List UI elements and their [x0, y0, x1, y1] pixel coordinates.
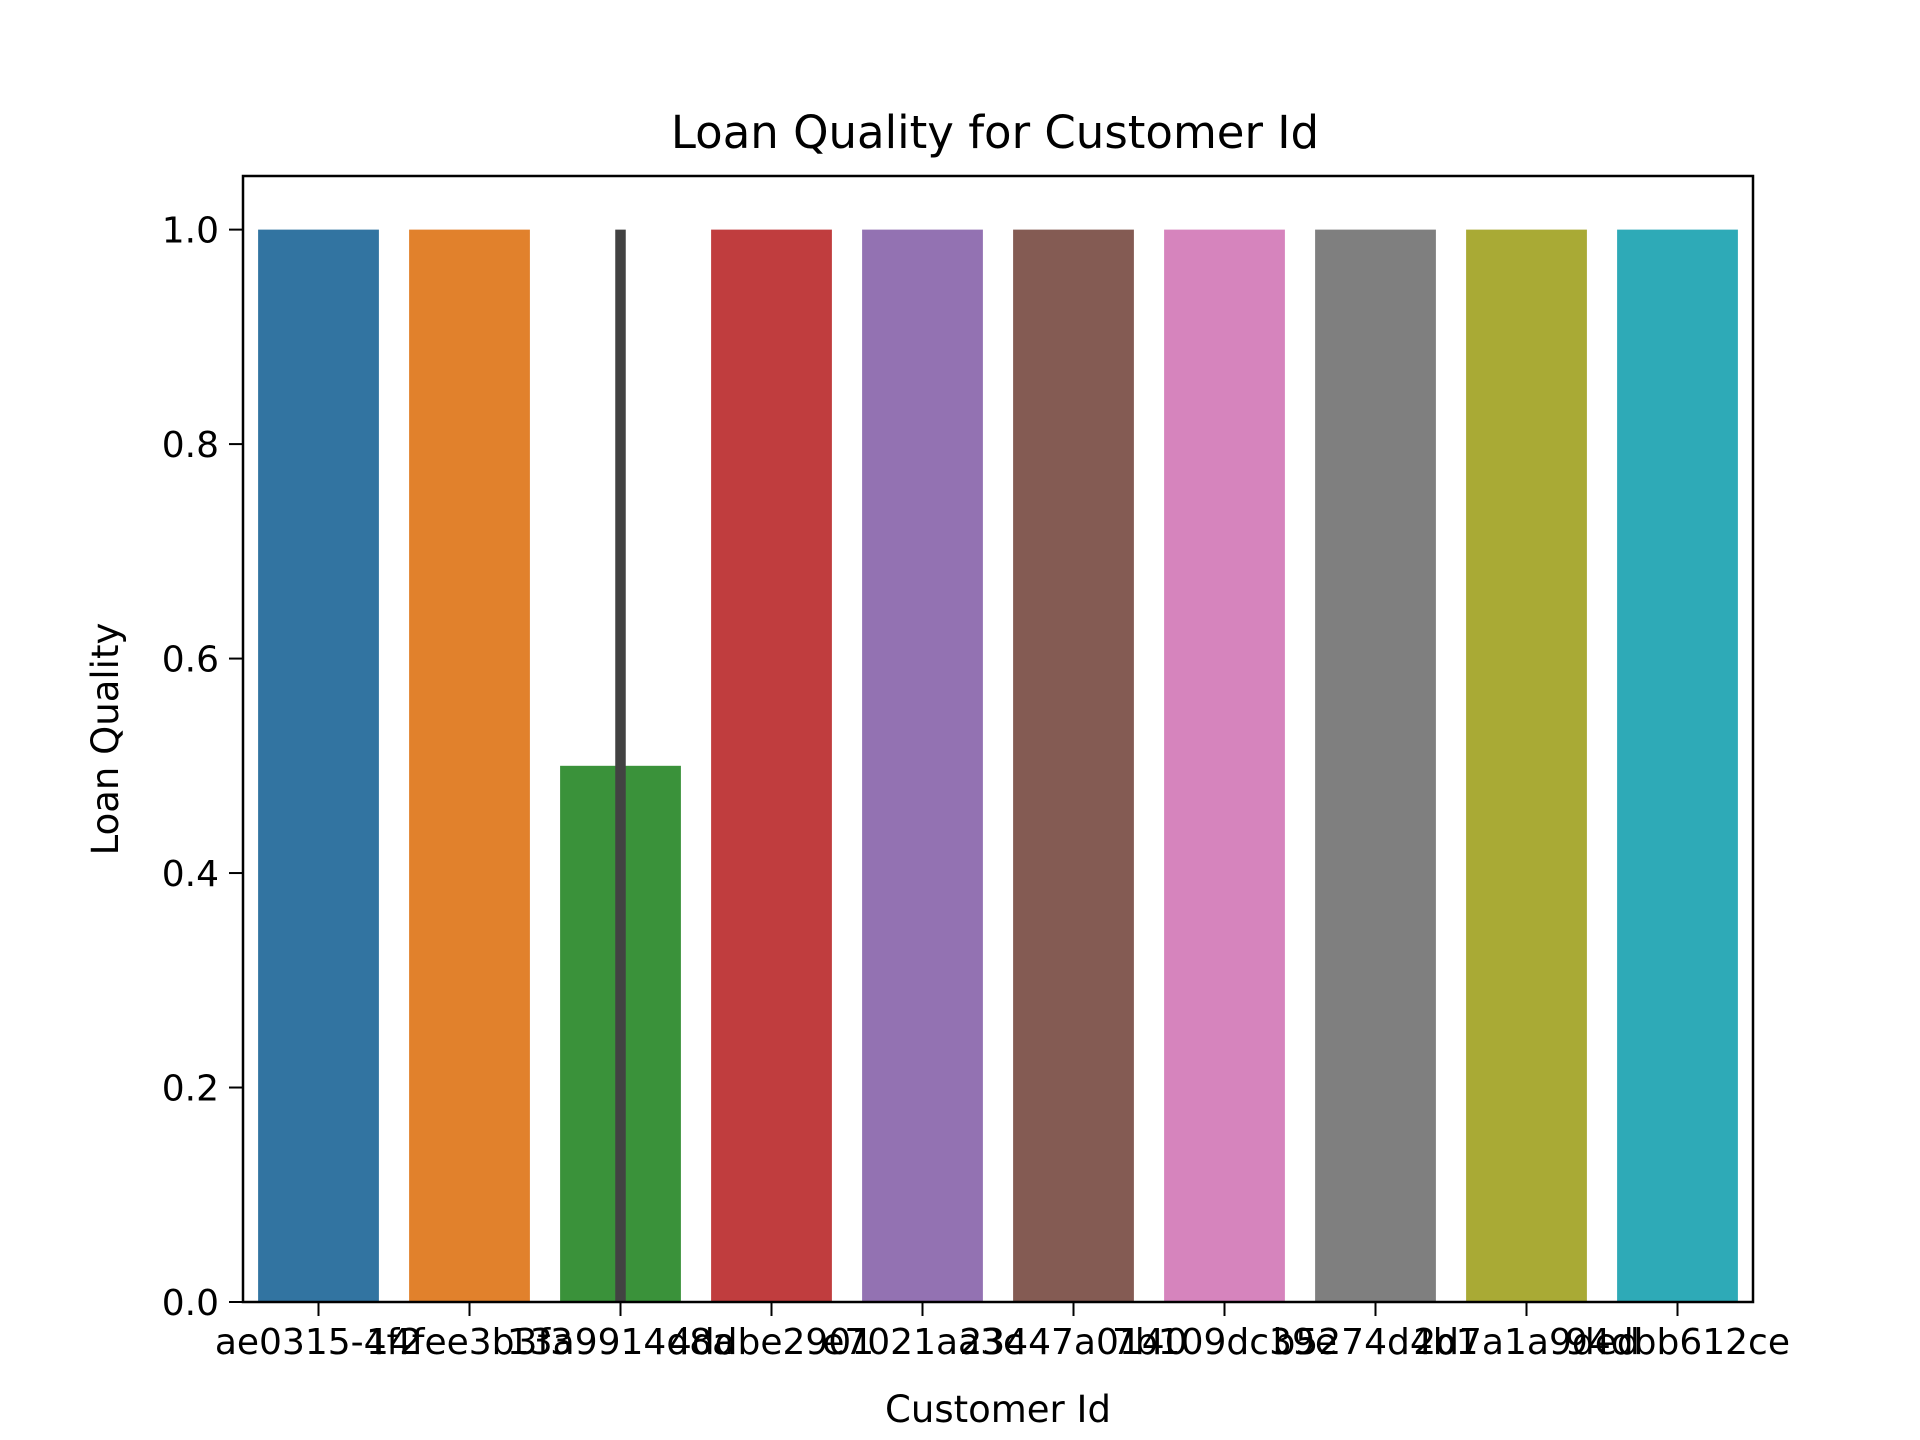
bar-5	[862, 229, 983, 1303]
x-tick-label: 7b109dc39e	[1112, 1322, 1337, 1363]
bar-4	[711, 229, 832, 1303]
y-axis: 0.0 0.2 0.4 0.6 0.8 1.0	[162, 211, 243, 1324]
plot-frame	[241, 174, 1755, 1304]
x-tick-label: b5274d4b1	[1273, 1322, 1479, 1363]
y-tick-label: 1.0	[162, 211, 219, 252]
x-tick-label: ae0315-4f2	[215, 1322, 422, 1363]
bar-7	[1164, 229, 1285, 1303]
x-tick-label: 23447a0140	[959, 1322, 1187, 1363]
y-tick-label: 0.6	[162, 640, 219, 681]
bar-10	[1617, 229, 1738, 1303]
x-tick-label: 4ddbe2901	[669, 1322, 874, 1363]
x-tick-label: 2d7a1a9ded	[1413, 1322, 1639, 1363]
x-tick-label: 94dbb612ce	[1565, 1322, 1790, 1363]
x-tick-label: 13a9914d8a	[507, 1322, 734, 1363]
y-tick-label: 0.2	[162, 1069, 219, 1110]
y-tick-label: 0.0	[162, 1283, 219, 1324]
chart-title: Loan Quality for Customer Id	[671, 106, 1319, 159]
bar-9	[1466, 229, 1587, 1303]
y-axis-label: Loan Quality	[84, 623, 127, 856]
x-tick-label: 14fee3b3f3	[366, 1322, 573, 1363]
x-axis-label: Customer Id	[885, 1388, 1111, 1431]
bar-8	[1315, 229, 1436, 1303]
x-axis: ae0315-4f214fee3b3f313a9914d8a4ddbe2901e…	[215, 1302, 1790, 1363]
bar-1	[258, 229, 379, 1303]
y-tick-label: 0.8	[162, 425, 219, 466]
bar-2	[409, 229, 530, 1303]
y-tick-label: 0.4	[162, 854, 219, 895]
x-tick-label: e7021aa3c	[822, 1322, 1023, 1363]
bars-group	[258, 229, 1738, 1303]
bar-6	[1013, 229, 1134, 1303]
